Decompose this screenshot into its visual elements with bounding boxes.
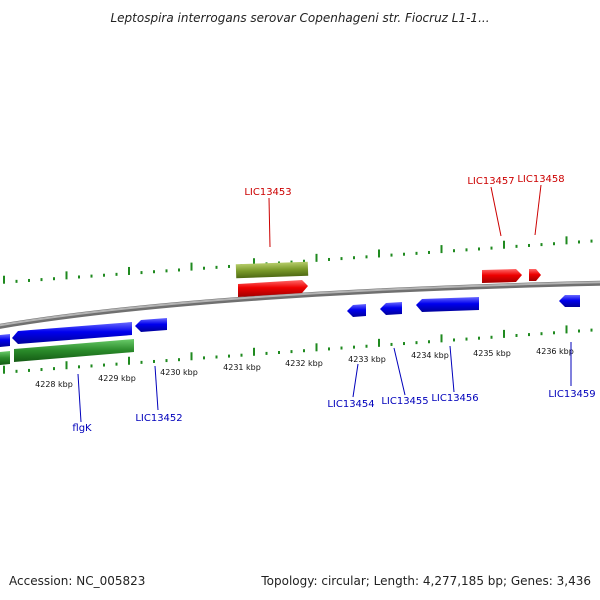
scale-labels: 4228 kbp 4229 kbp 4230 kbp 4231 kbp 4232…: [35, 347, 574, 389]
leader-LIC13455: [393, 347, 406, 396]
reverse-features: [0, 295, 580, 365]
gene-arrow-partial-left[interactable]: [0, 334, 10, 347]
leader-LIC13454: [352, 363, 359, 398]
genome-summary: Topology: circular; Length: 4,277,185 bp…: [261, 574, 591, 588]
reverse-feature-bar-partial[interactable]: [0, 351, 10, 365]
scale-label: 4230 kbp: [160, 368, 198, 377]
gene-label-LIC13453[interactable]: LIC13453: [244, 187, 291, 198]
gene-label-LIC13452[interactable]: LIC13452: [135, 413, 182, 424]
leader-LIC13456: [449, 345, 455, 393]
accession-label: Accession: NC_005823: [9, 574, 146, 588]
scale-label: 4229 kbp: [98, 374, 136, 383]
gene-label-LIC13454[interactable]: LIC13454: [327, 399, 374, 410]
leader-LIC13458: [534, 184, 542, 236]
gene-label-LIC13455[interactable]: LIC13455: [381, 396, 428, 407]
gene-arrow-LIC13457[interactable]: [482, 269, 522, 283]
gene-arrow-LIC13452[interactable]: [135, 318, 167, 332]
gene-arrow-flgK[interactable]: [12, 322, 132, 344]
forward-features: [235, 261, 541, 297]
forward-feature-bar[interactable]: [235, 261, 309, 279]
gene-labels: LIC13453 LIC13457 LIC13458 flgK LIC13452…: [72, 174, 595, 434]
gene-arrow-LIC13458[interactable]: [529, 269, 541, 281]
leader-LIC13457: [490, 186, 502, 237]
scale-label: 4234 kbp: [411, 351, 449, 360]
leader-flgK: [77, 373, 82, 423]
leader-LIC13453: [268, 197, 271, 248]
gene-label-LIC13459[interactable]: LIC13459: [548, 389, 595, 400]
gene-arrow-LIC13459[interactable]: [559, 295, 580, 307]
gene-label-LIC13457[interactable]: LIC13457: [467, 176, 514, 187]
leader-LIC13452: [154, 365, 159, 411]
genome-backbone-highlight: [0, 281, 600, 327]
scale-label: 4231 kbp: [223, 363, 261, 372]
scale-label: 4236 kbp: [536, 347, 574, 356]
reverse-scale-ticks: [3, 325, 593, 374]
map-title: Leptospira interrogans serovar Copenhage…: [110, 11, 489, 25]
gene-arrow-LIC13455[interactable]: [380, 302, 402, 315]
reverse-feature-bar[interactable]: [14, 339, 134, 362]
label-leaders: [77, 184, 572, 423]
scale-label: 4233 kbp: [348, 355, 386, 364]
gene-arrow-LIC13453[interactable]: [238, 280, 308, 297]
gene-arrow-LIC13454[interactable]: [347, 304, 366, 317]
gene-label-LIC13458[interactable]: LIC13458: [517, 174, 564, 185]
scale-label: 4232 kbp: [285, 359, 323, 368]
gene-arrow-LIC13456[interactable]: [416, 297, 479, 312]
gene-label-LIC13456[interactable]: LIC13456: [431, 393, 478, 404]
scale-label: 4235 kbp: [473, 349, 511, 358]
scale-label: 4228 kbp: [35, 380, 73, 389]
gene-label-flgK[interactable]: flgK: [72, 423, 92, 434]
